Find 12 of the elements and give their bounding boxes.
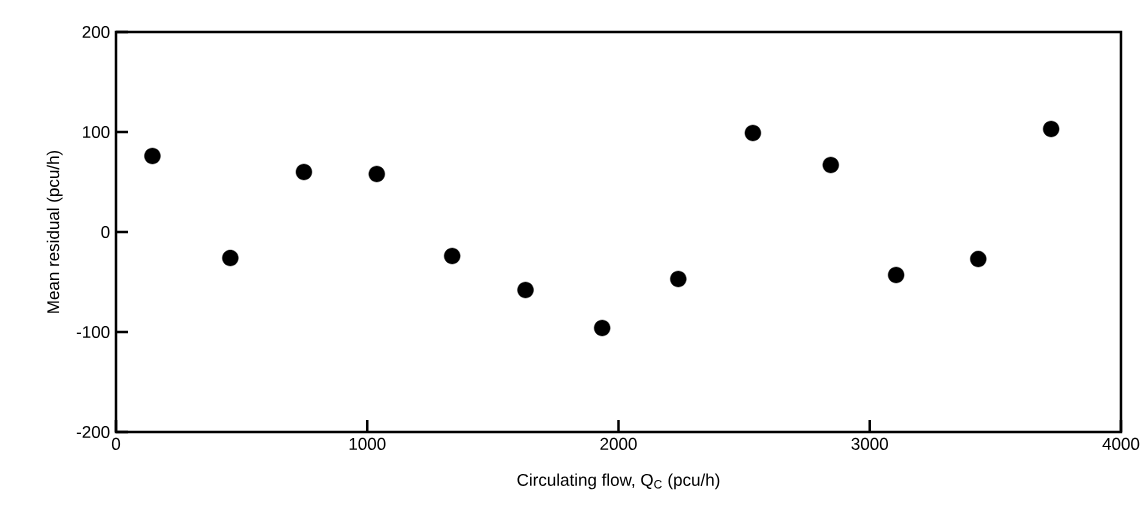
y-tick-label: -200 bbox=[76, 425, 110, 439]
y-tick-label: 200 bbox=[82, 25, 110, 39]
x-tick-label: 1000 bbox=[349, 437, 386, 450]
y-tick-label: 100 bbox=[83, 125, 110, 139]
x-tick-label: 3000 bbox=[851, 437, 888, 450]
x-tick-label: 2000 bbox=[600, 437, 637, 450]
x-tick-label: 0 bbox=[111, 437, 121, 450]
y-axis-title: Mean residual (pcu/h) bbox=[46, 150, 63, 313]
y-tick-label: -100 bbox=[76, 325, 110, 339]
x-axis-title: Circulating flow, Q$_{C}$ (pcu/h) bbox=[517, 473, 720, 490]
x-tick-label: 4000 bbox=[1102, 437, 1140, 450]
y-tick-label: 0 bbox=[101, 225, 110, 239]
